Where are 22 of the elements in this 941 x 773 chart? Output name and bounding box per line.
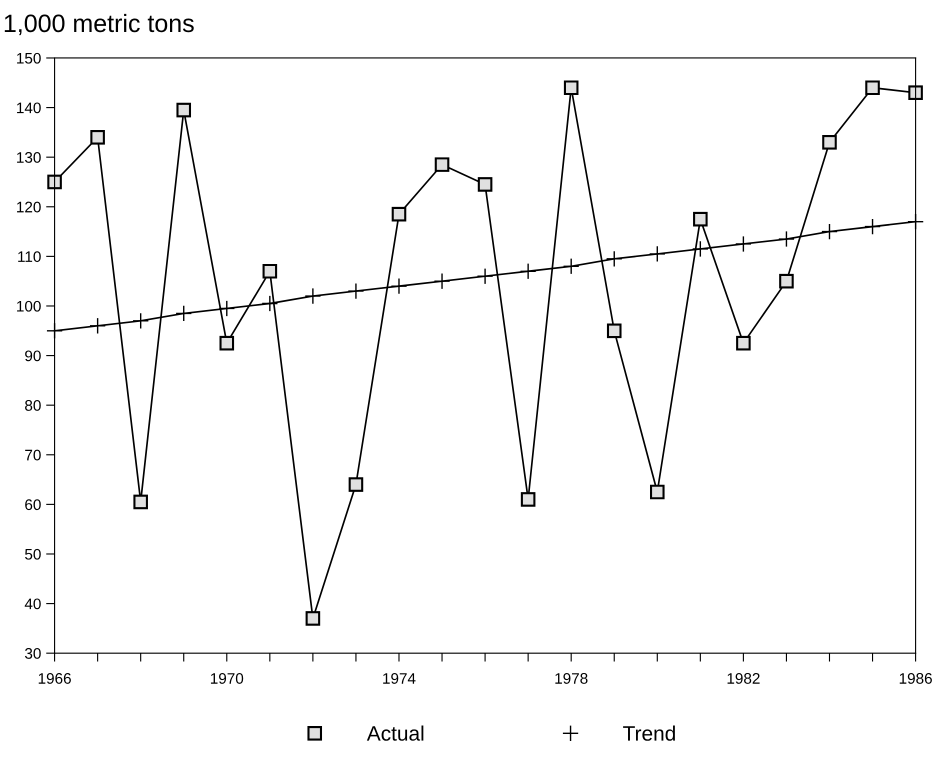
- y-tick-label: 50: [25, 548, 41, 560]
- y-tick-label: 70: [25, 450, 41, 460]
- y-tick-label: 30: [24, 648, 41, 659]
- y-axis-title: 1,000 metric tons: [4, 14, 194, 36]
- y-tick-label: 110: [18, 251, 41, 262]
- legend-label: Actual: [366, 726, 424, 741]
- y-tick-label: 60: [25, 499, 41, 510]
- y-tick-label: 40: [24, 598, 41, 610]
- x-tick-label: 1966: [38, 673, 71, 684]
- x-tick-label: 1974: [383, 673, 416, 684]
- y-tick-label: 150: [17, 52, 41, 64]
- x-tick-label: 1978: [555, 673, 588, 684]
- x-tick-label: 1986: [900, 673, 932, 684]
- y-tick-label: 80: [25, 400, 41, 411]
- x-tick-label: 1982: [728, 673, 760, 684]
- legend-label: Trend: [623, 726, 675, 741]
- y-tick-label: 140: [17, 102, 41, 114]
- y-tick-label: 130: [17, 152, 41, 163]
- y-tick-label: 100: [17, 300, 41, 312]
- y-tick-label: 90: [25, 350, 41, 362]
- y-tick-label: 120: [17, 202, 41, 212]
- x-tick-label: 1970: [210, 673, 244, 684]
